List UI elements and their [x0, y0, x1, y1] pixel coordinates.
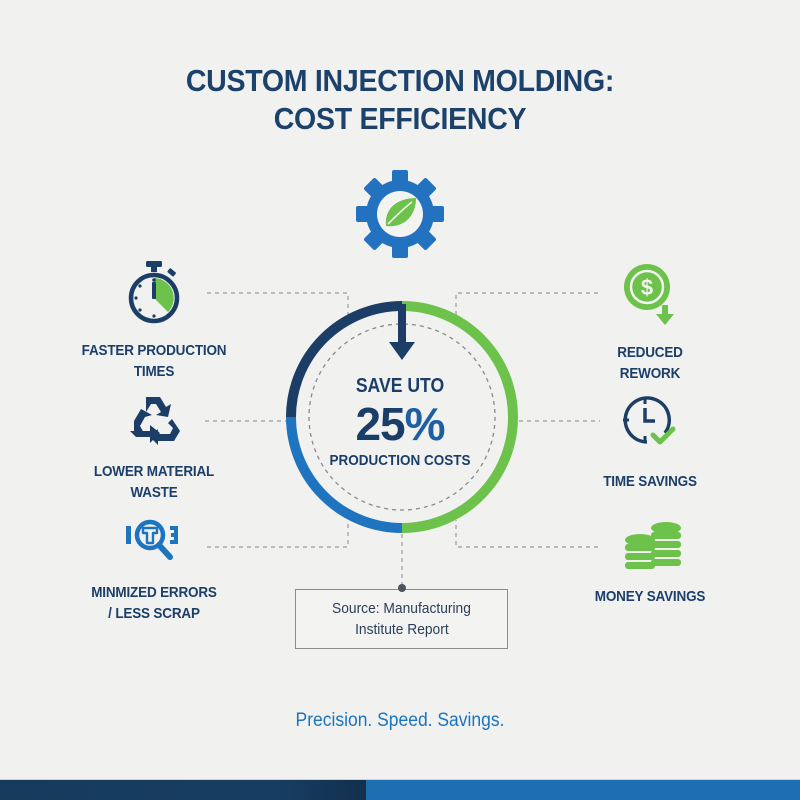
footer-bar — [0, 780, 800, 800]
feature-faster-production: FASTER PRODUCTION TIMES — [69, 260, 239, 382]
feature-label: REDUCED — [617, 344, 683, 361]
magnifier-inspection-icon — [126, 519, 178, 560]
feature-label: FASTER PRODUCTION — [81, 342, 227, 359]
feature-lower-waste: LOWER MATERIAL WASTE — [69, 393, 239, 503]
coin-stacks-icon — [625, 522, 681, 569]
source-citation-box: Source: Manufacturing Institute Report — [295, 589, 508, 649]
feature-label: MONEY SAVINGS — [594, 588, 706, 605]
clock-check-icon — [623, 396, 676, 445]
feature-time-savings: TIME SAVINGS — [565, 393, 735, 492]
feature-label: LOWER MATERIAL — [93, 463, 215, 480]
recycle-icon — [130, 397, 180, 445]
feature-minimized-errors: MINMIZED ERRORS / LESS SCRAP — [69, 514, 239, 624]
footer-divider — [0, 779, 800, 780]
stopwatch-icon — [128, 261, 180, 324]
savings-subline: PRODUCTION COSTS — [329, 452, 471, 469]
percent-sign: % — [404, 398, 446, 450]
source-line-2: Institute Report — [354, 621, 449, 638]
page-title-line-1: CUSTOM INJECTION MOLDING: — [185, 63, 615, 98]
feature-label: MINMIZED ERRORS — [91, 584, 217, 601]
page-title-line-2: COST EFFICIENCY — [273, 101, 527, 136]
savings-percentage: 25% — [300, 398, 500, 450]
feature-label: TIMES — [133, 363, 175, 380]
source-line-1: Source: Manufacturing — [332, 600, 471, 617]
gear-leaf-icon — [356, 170, 444, 258]
savings-ring-chart — [286, 301, 518, 533]
feature-label: / LESS SCRAP — [108, 605, 200, 622]
feature-label: WASTE — [130, 484, 178, 501]
savings-headline: SAVE UTO — [355, 375, 445, 397]
feature-label: TIME SAVINGS — [603, 473, 697, 490]
dollar-down-icon: $ — [624, 264, 674, 325]
tagline: Precision. Speed. Savings. — [295, 710, 505, 731]
down-arrow-icon — [389, 304, 415, 360]
savings-value: 25 — [355, 398, 405, 450]
feature-label: REWORK — [619, 365, 681, 382]
connector-dot — [398, 584, 406, 592]
footer-bar-right — [366, 780, 800, 800]
feature-money-savings: MONEY SAVINGS — [565, 518, 735, 607]
footer-bar-left — [0, 780, 366, 800]
svg-text:$: $ — [641, 275, 653, 300]
feature-reduced-rework: $ REDUCED REWORK — [565, 262, 735, 384]
